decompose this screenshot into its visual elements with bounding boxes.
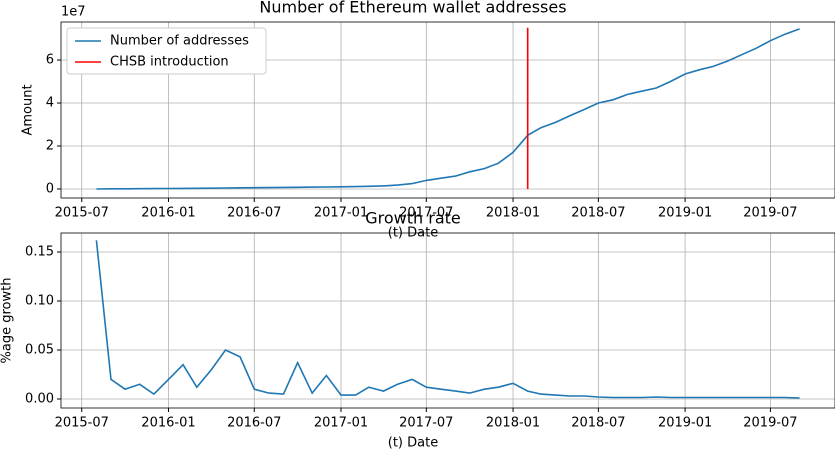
x-tick-label: 2019-07 — [743, 206, 797, 221]
y-tick-label: 0.15 — [25, 245, 54, 260]
x-tick-label: 2016-07 — [227, 416, 281, 431]
y-axis-label: %age growth — [0, 278, 15, 364]
x-tick-label: 2016-01 — [141, 206, 195, 221]
legend-label: CHSB introduction — [110, 55, 229, 70]
chart-title: Number of Ethereum wallet addresses — [259, 0, 566, 17]
chart-title: Growth rate — [365, 209, 461, 228]
legend-label: Number of addresses — [110, 34, 249, 49]
plot-frame — [60, 232, 835, 409]
data-line — [95, 240, 800, 399]
x-tick-label: 2015-07 — [55, 416, 109, 431]
x-tick-label: 2018-07 — [571, 206, 625, 221]
x-tick-label: 2015-07 — [55, 206, 109, 221]
x-tick-label: 2019-01 — [658, 416, 712, 431]
x-tick-label: 2017-07 — [399, 206, 453, 221]
y-tick-label: 0.05 — [25, 342, 54, 357]
data-line — [96, 28, 800, 190]
x-tick-label: 2017-01 — [314, 206, 368, 221]
x-tick-label: 2018-01 — [486, 416, 540, 431]
x-tick-label: 2016-01 — [141, 416, 195, 431]
axes: 2015-07 2016-01 2016-07 2017-01 2017-07 2018-… — [25, 232, 835, 431]
x-axis-label: (t) Date — [388, 436, 438, 451]
y-axis-label: Amount — [21, 84, 36, 135]
x-tick-label: 2017-07 — [399, 416, 453, 431]
y-tick-label: 0.00 — [25, 391, 54, 406]
x-tick-label: 2017-01 — [314, 416, 368, 431]
x-tick-label: 2019-01 — [658, 206, 712, 221]
y-tick-label: 6 — [46, 53, 54, 68]
y-tick-label: 4 — [46, 96, 54, 111]
x-tick-label: 2019-07 — [743, 416, 797, 431]
x-tick-label: 2018-07 — [571, 416, 625, 431]
x-tick-label: 2016-07 — [227, 206, 281, 221]
legend-frame — [66, 27, 267, 75]
y-tick-label: 0.10 — [25, 294, 54, 309]
axes: 2015-07 2016-01 2016-07 2017-01 2017-07 2018-… — [46, 21, 835, 221]
y-offset-label: 1e7 — [61, 5, 86, 20]
x-tick-label: 2018-01 — [486, 206, 540, 221]
plot-frame — [60, 21, 835, 199]
y-tick-label: 2 — [46, 138, 54, 153]
y-tick-label: 0 — [46, 181, 54, 196]
